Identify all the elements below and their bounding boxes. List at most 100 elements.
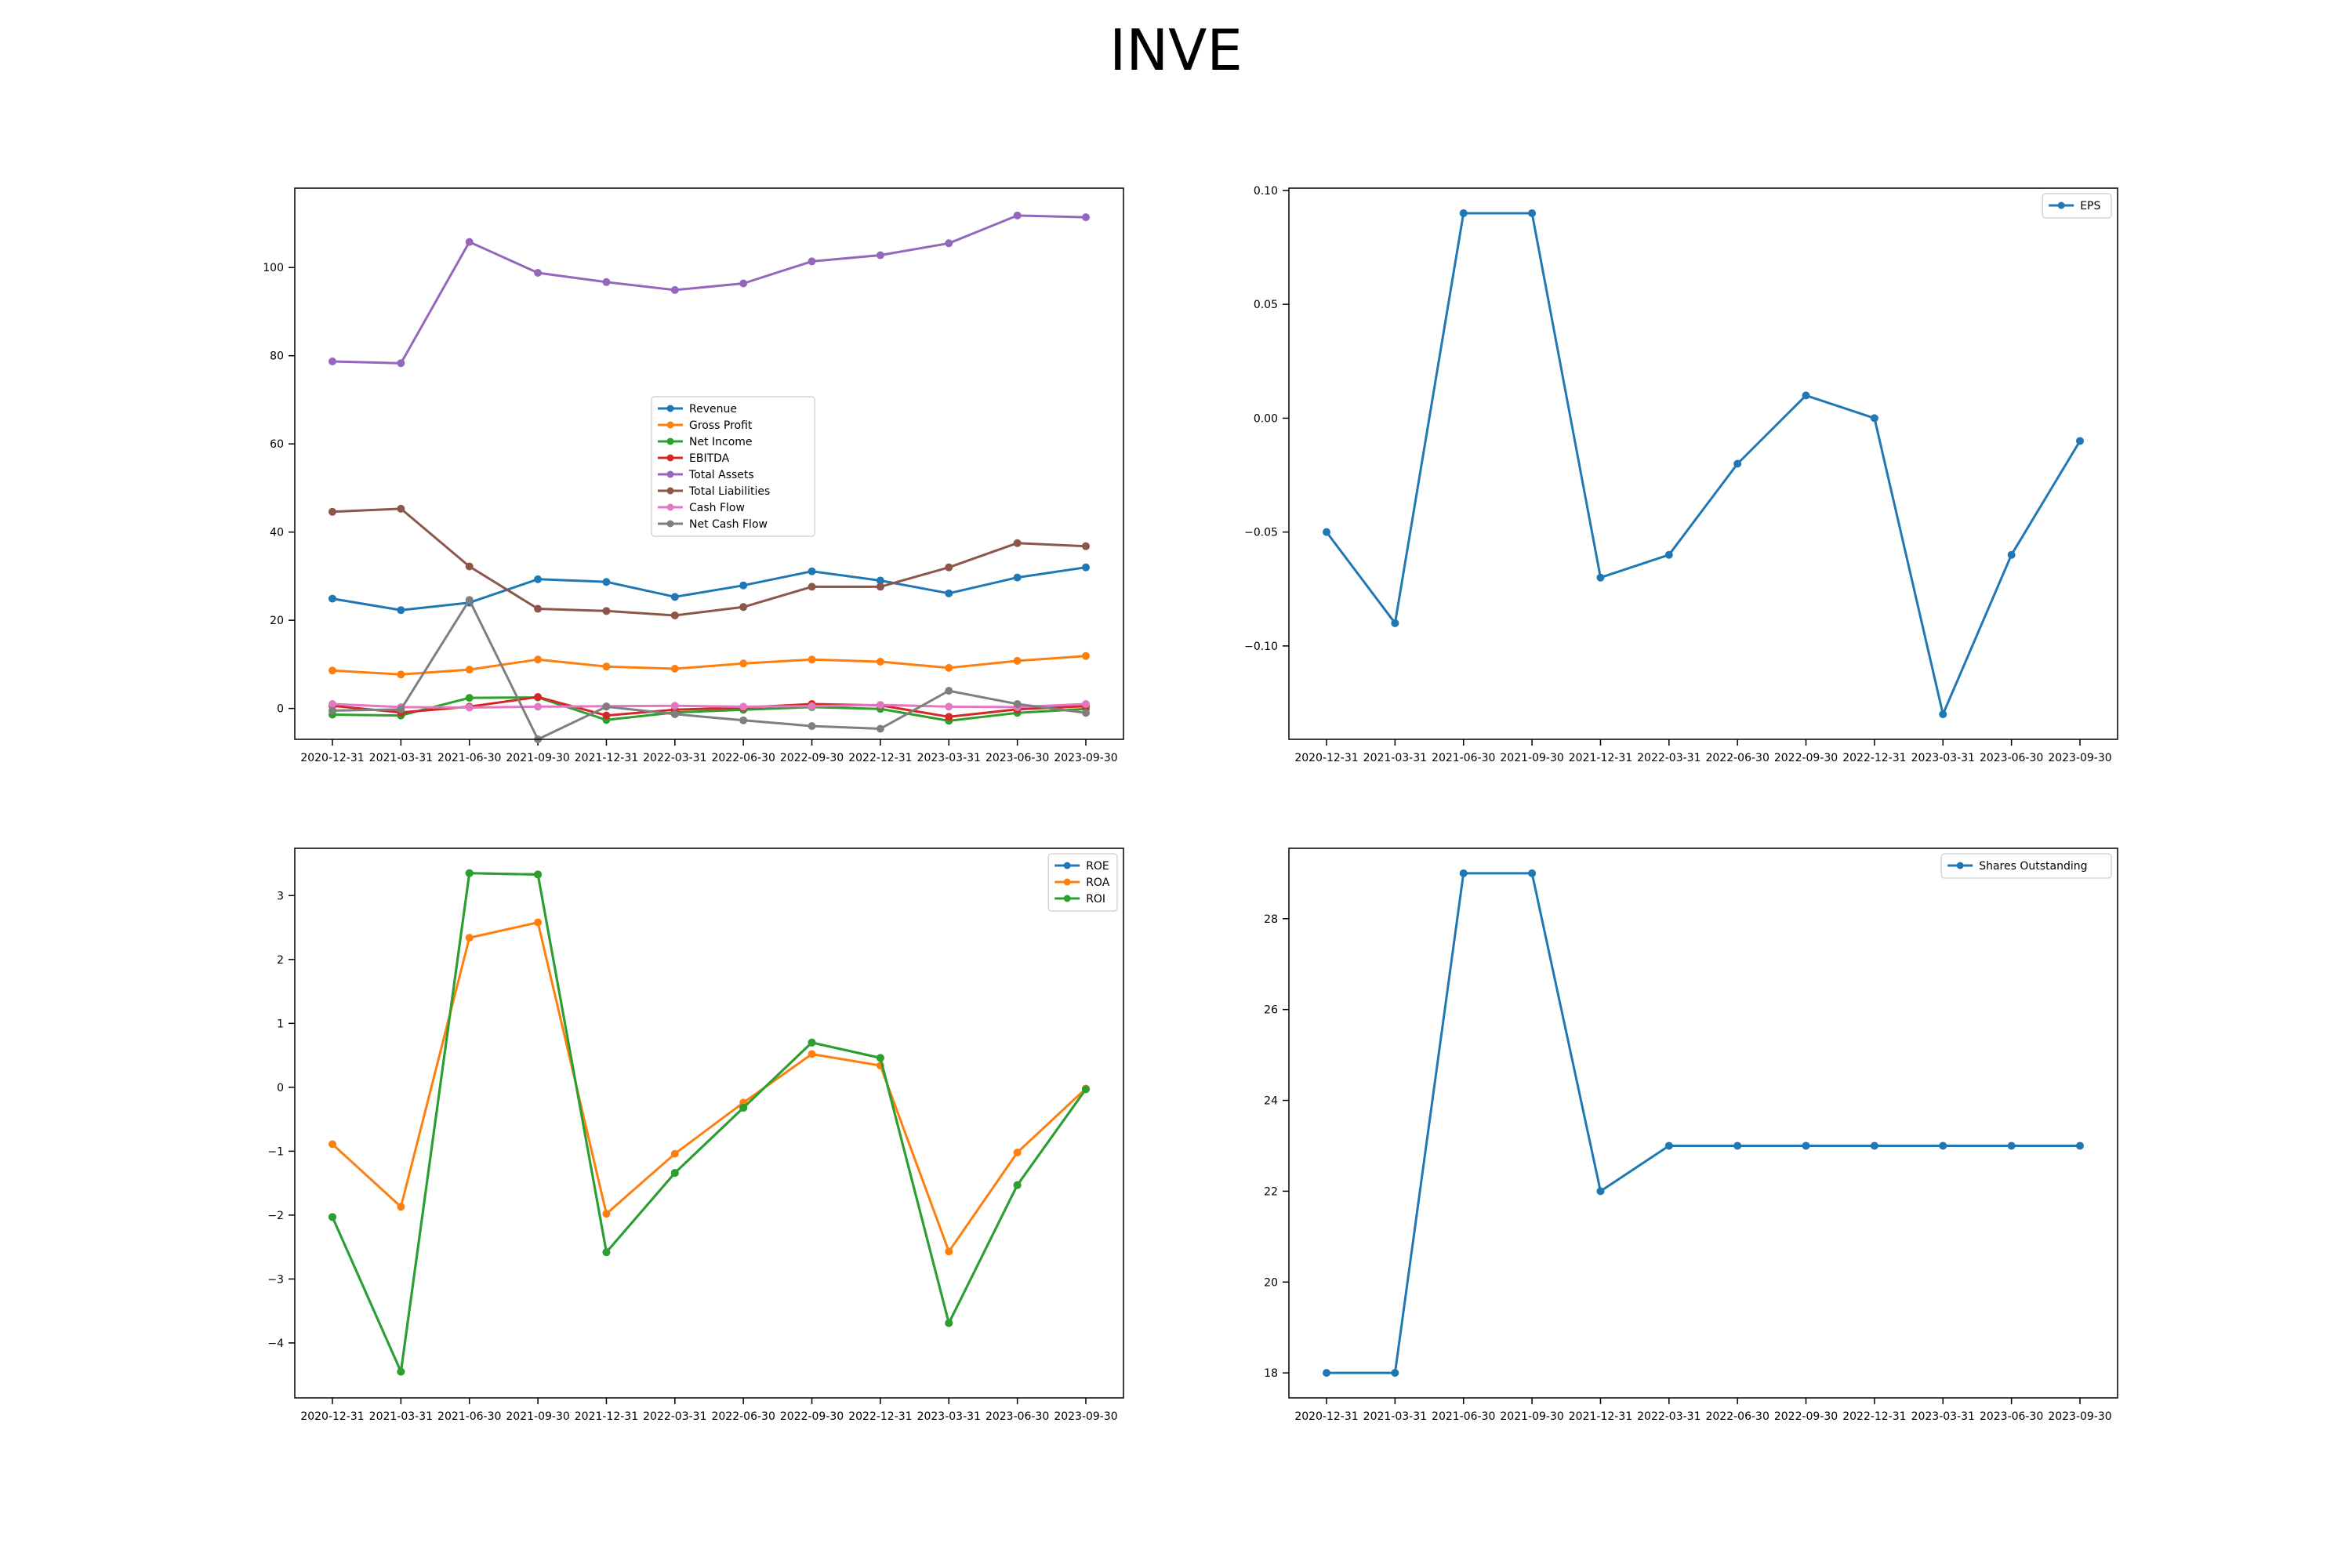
data-point: [808, 583, 816, 590]
x-tick-label: 2022-09-30: [1774, 752, 1838, 764]
series-line-roa: [332, 923, 1086, 1252]
data-point: [671, 593, 679, 601]
x-tick-label: 2021-06-30: [437, 752, 501, 764]
chart-panel-4: 18 20 22 24 26 28 2020-12-31 2021-03-31 2021-06-…: [1264, 848, 2118, 1423]
data-point: [1014, 700, 1022, 708]
y-tick-label: −0.10: [1244, 641, 1278, 653]
y-tick-label: 3: [277, 890, 284, 902]
y-tick-label: 22: [1264, 1185, 1278, 1198]
x-tick-label: 2023-06-30: [985, 752, 1049, 764]
data-point: [466, 238, 474, 246]
series-line-revenue: [332, 568, 1086, 611]
x-tick-label: 2022-09-30: [1774, 1410, 1838, 1423]
series-line-eps: [1327, 213, 2080, 714]
data-point: [1014, 1181, 1022, 1189]
data-point: [1082, 652, 1090, 660]
data-point: [945, 702, 953, 710]
data-point: [877, 1054, 884, 1062]
legend: Shares Outstanding: [1941, 854, 2111, 878]
legend-marker: [1064, 895, 1071, 902]
y-tick-label: 28: [1264, 913, 1278, 926]
data-point: [328, 358, 336, 365]
y-tick-label: −4: [267, 1338, 284, 1350]
x-tick-label: 2023-09-30: [2048, 1410, 2111, 1423]
y-tick-label: −2: [267, 1210, 284, 1222]
data-point: [1939, 1142, 1947, 1149]
x-tick-label: 2023-09-30: [1054, 1410, 1117, 1423]
y-tick-label: 0: [277, 1082, 284, 1094]
data-point: [945, 564, 953, 572]
legend-label: EPS: [2080, 200, 2100, 212]
data-point: [808, 655, 816, 663]
data-point: [466, 563, 474, 571]
data-point: [328, 595, 336, 603]
x-tick-label: 2021-12-31: [575, 752, 638, 764]
data-point: [1733, 460, 1741, 468]
y-tick-label: 26: [1264, 1004, 1278, 1017]
data-point: [466, 666, 474, 673]
x-tick-label: 2023-09-30: [1054, 752, 1117, 764]
data-point: [808, 257, 816, 265]
data-point: [1323, 1369, 1330, 1377]
x-tick-label: 2021-09-30: [506, 1410, 569, 1423]
data-point: [671, 710, 679, 718]
data-point: [671, 612, 679, 619]
y-tick-label: −0.05: [1244, 527, 1278, 539]
y-tick-label: 20: [1264, 1276, 1278, 1289]
x-tick-label: 2022-03-31: [643, 1410, 706, 1423]
x-tick-label: 2023-03-31: [1911, 752, 1975, 764]
data-point: [739, 603, 747, 611]
data-point: [534, 655, 542, 663]
y-tick-label: 0: [277, 703, 284, 716]
legend-box: [652, 397, 815, 536]
data-point: [397, 670, 405, 678]
legend-label: Revenue: [689, 403, 737, 416]
x-tick-label: 2023-03-31: [917, 752, 981, 764]
data-point: [877, 583, 884, 590]
series-line-shares-outstanding: [1327, 873, 2080, 1373]
x-tick-label: 2021-09-30: [1500, 1410, 1563, 1423]
data-point: [328, 666, 336, 674]
data-point: [1082, 709, 1090, 717]
data-point: [1528, 869, 1536, 877]
plot-frame: [1289, 848, 2118, 1398]
x-tick-label: 2022-09-30: [780, 1410, 844, 1423]
y-tick-label: 80: [270, 350, 284, 363]
data-point: [328, 508, 336, 516]
x-tick-label: 2023-09-30: [2048, 752, 2111, 764]
legend-label: Net Income: [689, 436, 753, 448]
x-tick-label: 2021-06-30: [1432, 1410, 1495, 1423]
data-point: [808, 702, 816, 710]
data-point: [328, 1213, 336, 1221]
data-point: [671, 1169, 679, 1177]
legend-label: ROA: [1086, 877, 1110, 889]
data-point: [1596, 574, 1604, 582]
x-tick-label: 2022-03-31: [1637, 1410, 1700, 1423]
data-point: [602, 702, 610, 710]
data-point: [1014, 1149, 1022, 1156]
series-line-roi: [332, 873, 1086, 1372]
data-point: [1665, 1142, 1673, 1149]
y-tick-label: 60: [270, 438, 284, 451]
x-tick-label: 2021-06-30: [1432, 752, 1495, 764]
data-point: [808, 568, 816, 575]
chart-panel-2: −0.10 −0.05 0.00 0.05 0.10 2020-12-31 2021-03-…: [1244, 185, 2118, 764]
data-point: [739, 279, 747, 287]
data-point: [1665, 551, 1673, 559]
legend-label: Shares Outstanding: [1979, 860, 2087, 873]
series-line-gross-profit: [332, 656, 1086, 675]
x-tick-label: 2021-03-31: [369, 752, 433, 764]
x-tick-label: 2021-06-30: [437, 1410, 501, 1423]
data-point: [1014, 574, 1022, 582]
legend-marker: [667, 438, 674, 445]
legend-label: ROE: [1086, 860, 1109, 873]
data-point: [2008, 551, 2016, 559]
y-tick-label: 1: [277, 1018, 284, 1030]
x-tick-label: 2022-12-31: [1842, 752, 1906, 764]
data-point: [808, 1039, 816, 1047]
data-point: [808, 1050, 816, 1058]
data-point: [466, 869, 474, 877]
x-tick-label: 2020-12-31: [1294, 1410, 1358, 1423]
y-tick-label: 0.05: [1254, 299, 1278, 311]
